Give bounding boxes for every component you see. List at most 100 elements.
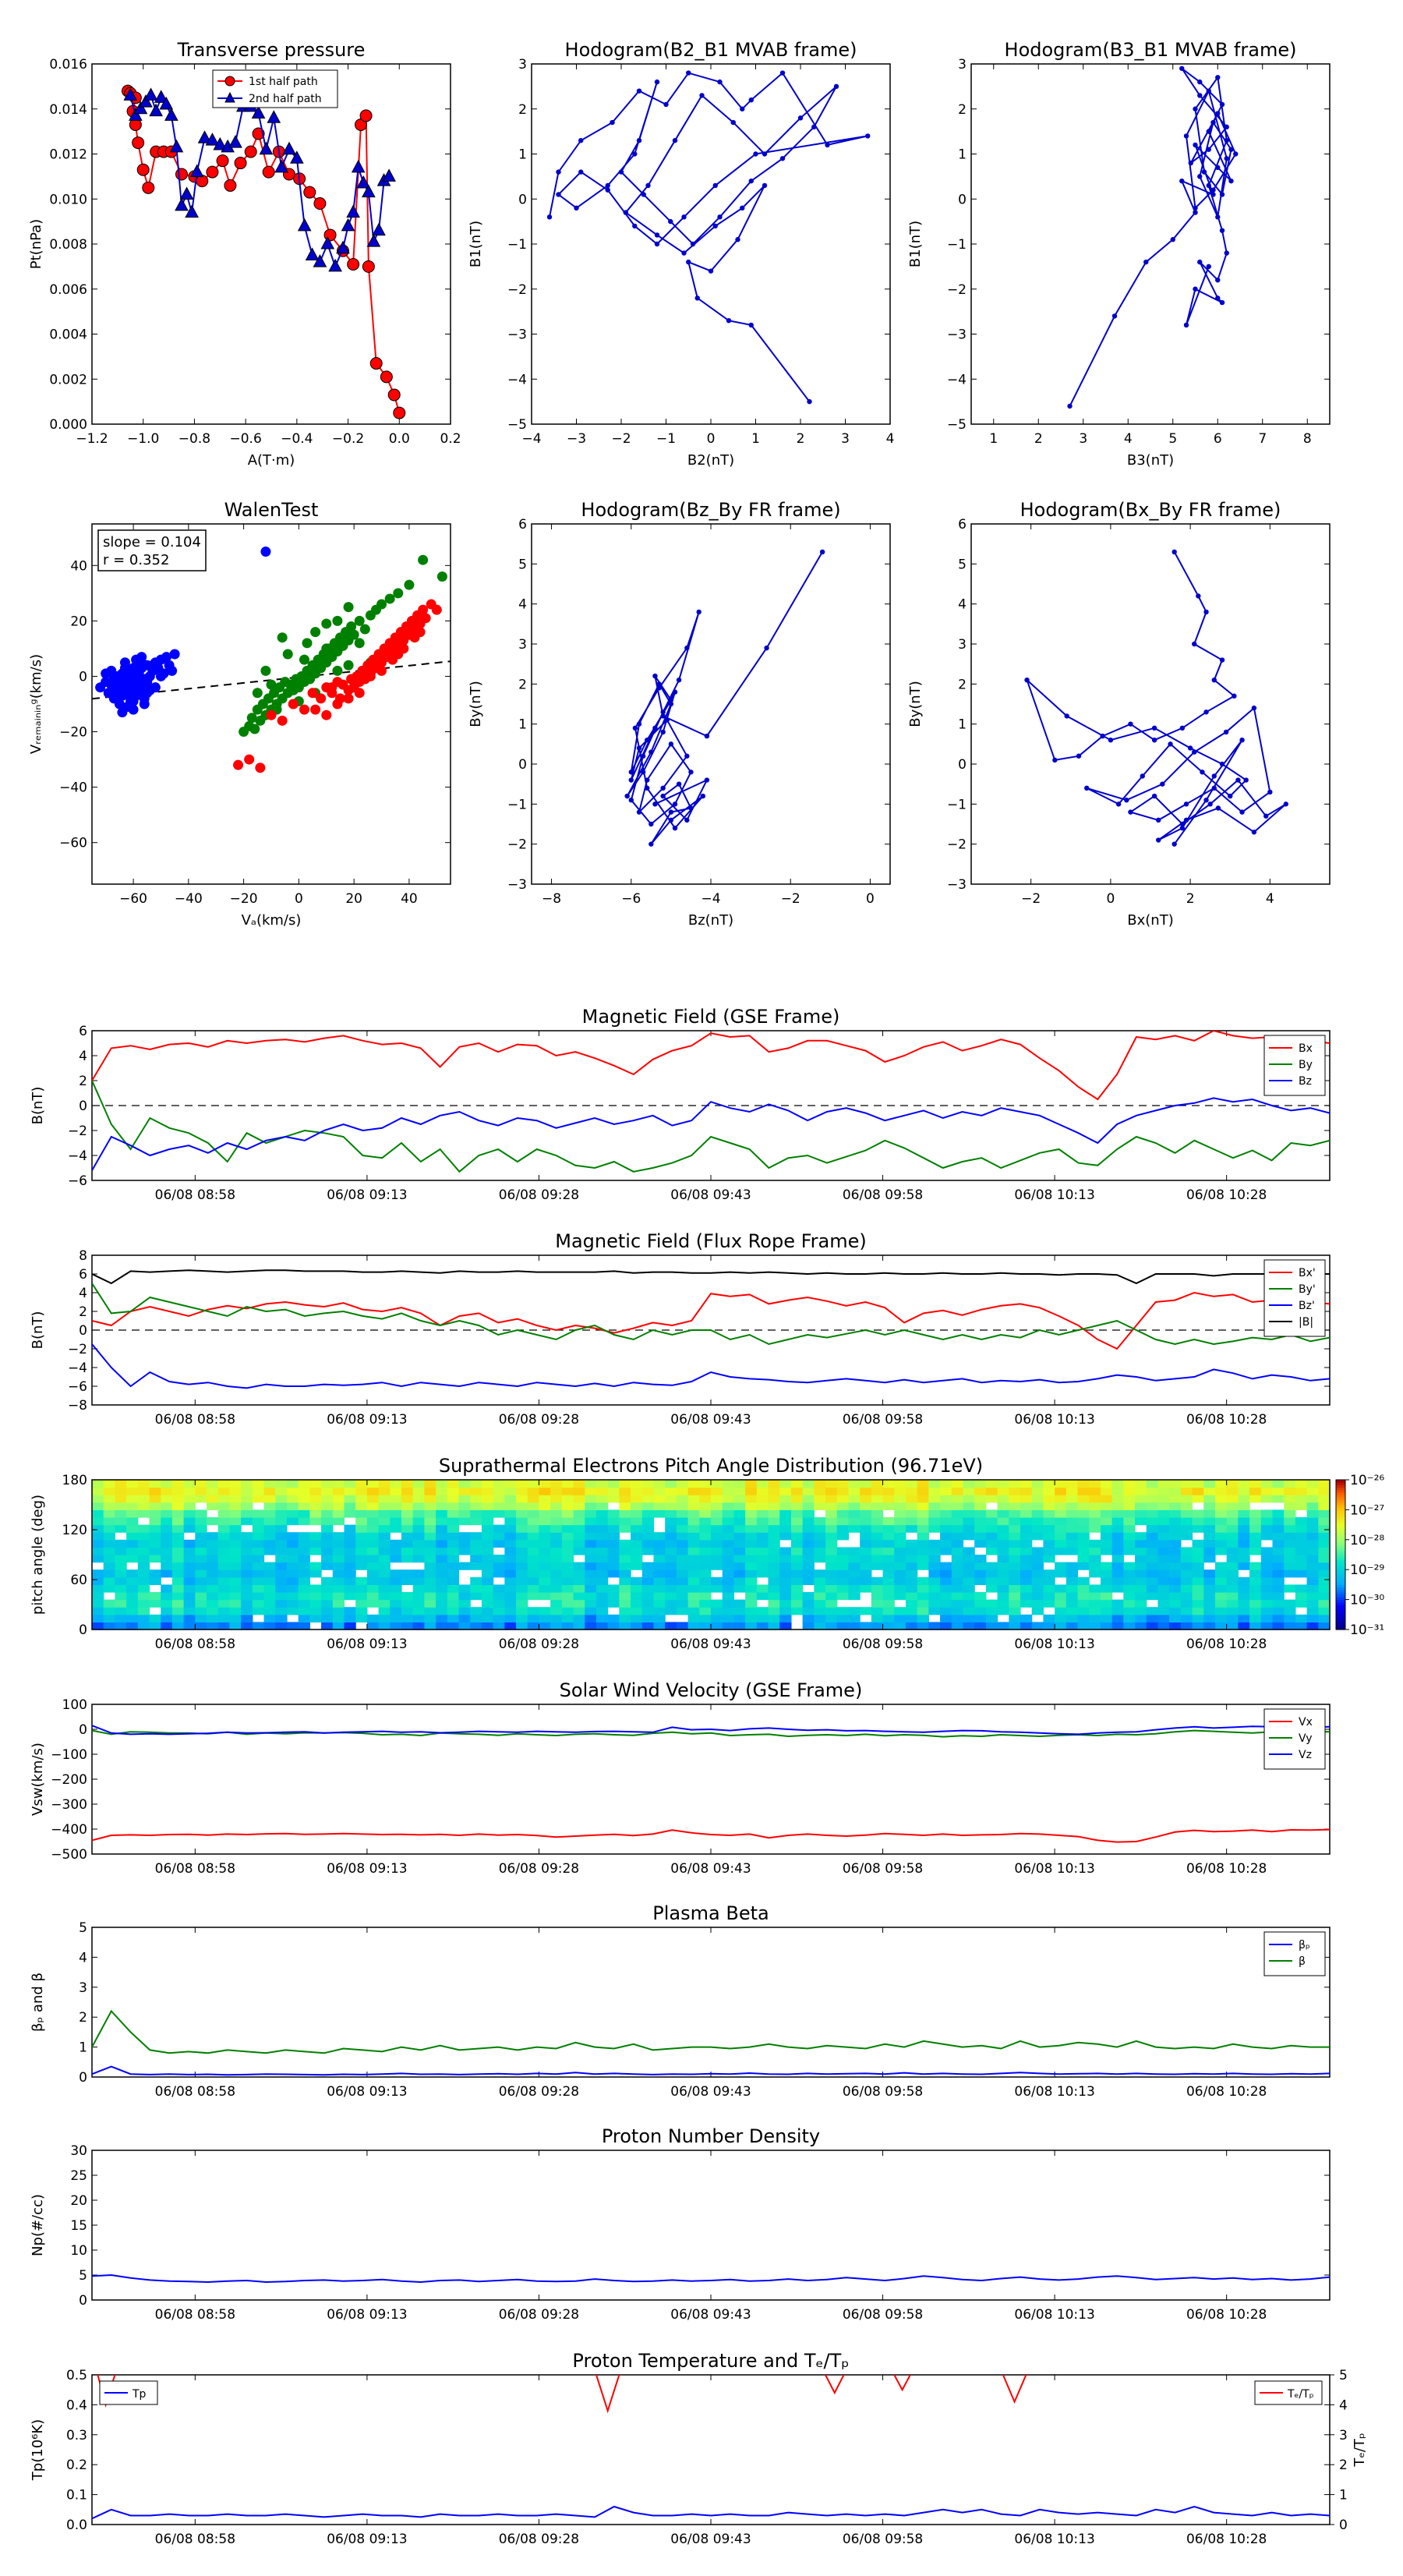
data-point bbox=[546, 214, 553, 220]
heatmap-cell bbox=[1169, 1509, 1182, 1518]
heatmap-cell bbox=[894, 1569, 906, 1578]
heatmap-cell bbox=[997, 1495, 1009, 1503]
heatmap-cell bbox=[309, 1480, 322, 1488]
heatmap-cell bbox=[126, 1480, 139, 1488]
colorbar-frame bbox=[1335, 1479, 1346, 1630]
x-tick-label: 4 bbox=[1124, 431, 1133, 447]
heatmap-cell bbox=[699, 1539, 712, 1548]
heatmap-cell bbox=[183, 1592, 196, 1601]
heatmap-cell bbox=[1306, 1532, 1319, 1541]
heatmap-cell bbox=[1066, 1495, 1079, 1503]
heatmap-cell bbox=[1226, 1539, 1239, 1548]
heatmap-cell bbox=[768, 1592, 780, 1601]
heatmap-cell bbox=[1135, 1562, 1147, 1570]
heatmap-cell bbox=[974, 1517, 987, 1526]
heatmap-cell bbox=[1123, 1487, 1136, 1495]
heatmap-cell bbox=[412, 1487, 425, 1495]
data-point bbox=[359, 624, 370, 635]
heatmap-cell bbox=[699, 1547, 712, 1555]
heatmap-cell bbox=[1077, 1607, 1090, 1615]
heatmap-cell bbox=[1020, 1547, 1033, 1555]
heatmap-cell bbox=[860, 1607, 872, 1615]
heatmap-cell bbox=[539, 1592, 551, 1601]
heatmap-cell bbox=[458, 1509, 471, 1518]
heatmap-cell bbox=[298, 1607, 310, 1615]
heatmap-cell bbox=[825, 1487, 838, 1495]
heatmap-cell bbox=[1249, 1509, 1262, 1518]
heatmap-cell bbox=[539, 1614, 551, 1622]
heatmap-cell bbox=[1066, 1569, 1079, 1578]
heatmap-cell bbox=[814, 1532, 826, 1541]
heatmap-cell bbox=[768, 1562, 780, 1570]
heatmap-cell bbox=[641, 1562, 655, 1570]
heatmap-cell bbox=[1226, 1576, 1239, 1585]
heatmap-cell bbox=[825, 1517, 838, 1526]
heatmap-cell bbox=[802, 1614, 815, 1622]
heatmap-cell bbox=[1192, 1480, 1204, 1488]
heatmap-cell bbox=[619, 1599, 631, 1608]
heatmap-cell bbox=[344, 1547, 356, 1555]
heatmap-cell bbox=[195, 1599, 207, 1608]
heatmap-cell bbox=[1214, 1614, 1228, 1622]
heatmap-cell bbox=[217, 1562, 231, 1570]
data-point bbox=[1156, 837, 1161, 843]
heatmap-cell bbox=[378, 1517, 391, 1526]
heatmap-cell bbox=[1192, 1592, 1204, 1601]
heatmap-cell bbox=[905, 1569, 918, 1578]
heatmap-cell bbox=[1020, 1562, 1033, 1570]
heatmap-cell bbox=[1238, 1502, 1250, 1510]
heatmap-cell bbox=[1226, 1524, 1239, 1533]
heatmap-cell bbox=[1146, 1539, 1159, 1548]
chart-tp: Transverse pressure−1.2 −1.0 −0.8 −0.6 −0.4−… bbox=[28, 39, 461, 469]
data-point bbox=[418, 554, 429, 565]
heatmap-cell bbox=[355, 1584, 368, 1593]
heatmap-cell bbox=[814, 1517, 826, 1526]
heatmap-cell bbox=[149, 1622, 161, 1630]
heatmap-cell bbox=[733, 1584, 746, 1593]
heatmap-cell bbox=[1066, 1509, 1079, 1518]
heatmap-cell bbox=[447, 1547, 460, 1555]
heatmap-cell bbox=[733, 1495, 746, 1503]
data-point bbox=[1064, 713, 1069, 719]
heatmap-cell bbox=[1238, 1614, 1250, 1622]
heatmap-cell bbox=[1226, 1502, 1239, 1510]
heatmap-cell bbox=[917, 1480, 929, 1488]
x-tick-label: 06/08 09:28 bbox=[499, 2084, 579, 2100]
colorbar-step bbox=[1336, 1557, 1345, 1560]
heatmap-cell bbox=[699, 1480, 712, 1488]
heatmap-cell bbox=[332, 1584, 345, 1593]
heatmap-cell bbox=[1238, 1576, 1250, 1585]
heatmap-cell bbox=[126, 1509, 139, 1518]
heatmap-cell bbox=[595, 1569, 609, 1578]
series-line-te-tp bbox=[825, 2375, 845, 2395]
heatmap-cell bbox=[481, 1509, 494, 1518]
heatmap-cell bbox=[1260, 1584, 1274, 1593]
heatmap-cell bbox=[516, 1592, 528, 1601]
heatmap-cell bbox=[1157, 1562, 1170, 1570]
heatmap-cell bbox=[917, 1547, 929, 1555]
heatmap-cell bbox=[665, 1480, 677, 1488]
heatmap-cell bbox=[470, 1576, 482, 1585]
heatmap-cell bbox=[171, 1487, 185, 1495]
data-point bbox=[1251, 830, 1257, 835]
heatmap-cell bbox=[711, 1502, 723, 1510]
heatmap-cell bbox=[1306, 1480, 1319, 1488]
heatmap-cell bbox=[1055, 1480, 1067, 1488]
heatmap-cell bbox=[516, 1569, 528, 1578]
heatmap-cell bbox=[997, 1555, 1009, 1563]
data-point bbox=[1215, 805, 1221, 811]
heatmap-cell bbox=[722, 1480, 734, 1488]
heatmap-cell bbox=[894, 1487, 906, 1495]
data-point bbox=[387, 388, 401, 402]
heatmap-cell bbox=[252, 1539, 265, 1548]
heatmap-cell bbox=[1009, 1502, 1021, 1510]
heatmap-cell bbox=[1284, 1502, 1296, 1510]
heatmap-cell bbox=[894, 1509, 906, 1518]
heatmap-cell bbox=[1306, 1539, 1319, 1548]
x-tick-label: 0 bbox=[866, 891, 875, 907]
heatmap-cell bbox=[745, 1562, 758, 1570]
data-point bbox=[255, 763, 266, 773]
data-point bbox=[277, 632, 288, 643]
heatmap-cell bbox=[1272, 1599, 1285, 1608]
heatmap-cell bbox=[595, 1532, 609, 1541]
